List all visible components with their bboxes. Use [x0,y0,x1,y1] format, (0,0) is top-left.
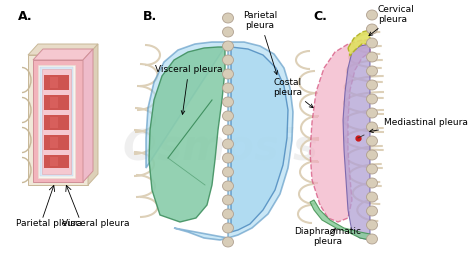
Text: Visceral pleura: Visceral pleura [155,65,222,114]
Polygon shape [50,77,58,88]
Text: Costal
pleura: Costal pleura [273,78,313,108]
Ellipse shape [366,206,377,216]
Polygon shape [44,95,69,110]
Ellipse shape [366,80,377,90]
Polygon shape [38,65,75,178]
Ellipse shape [366,136,377,146]
Polygon shape [44,155,69,168]
Ellipse shape [366,150,377,160]
Ellipse shape [222,55,234,65]
Ellipse shape [222,27,234,37]
Polygon shape [146,42,293,240]
Ellipse shape [366,108,377,118]
Ellipse shape [222,83,234,93]
Ellipse shape [366,94,377,104]
Polygon shape [28,44,98,55]
Ellipse shape [366,164,377,174]
Text: Visceral pleura: Visceral pleura [62,219,129,228]
Ellipse shape [366,192,377,202]
Text: Parietal pleura: Parietal pleura [16,219,82,228]
Ellipse shape [222,209,234,219]
Polygon shape [44,115,69,130]
Ellipse shape [222,111,234,121]
Ellipse shape [222,13,234,23]
Polygon shape [50,117,58,128]
Polygon shape [28,55,88,185]
Polygon shape [50,137,58,148]
Ellipse shape [222,237,234,247]
Text: Mediastinal pleura: Mediastinal pleura [370,118,468,133]
Polygon shape [83,49,93,182]
Ellipse shape [366,52,377,62]
Polygon shape [310,40,370,222]
Ellipse shape [222,69,234,79]
Text: Diaphragmatic
pleura: Diaphragmatic pleura [294,227,362,246]
Polygon shape [310,200,370,240]
Ellipse shape [366,10,377,20]
Text: Cervical
pleura: Cervical pleura [369,5,415,36]
Ellipse shape [366,178,377,188]
Ellipse shape [222,125,234,135]
Ellipse shape [366,66,377,76]
Polygon shape [40,67,73,176]
Ellipse shape [222,153,234,163]
Polygon shape [44,135,69,150]
Ellipse shape [222,97,234,107]
Text: A.: A. [18,10,33,23]
Ellipse shape [366,24,377,34]
Polygon shape [33,60,83,182]
Ellipse shape [222,195,234,205]
Polygon shape [149,47,225,222]
Ellipse shape [222,41,234,51]
Ellipse shape [222,223,234,233]
Ellipse shape [366,122,377,132]
Polygon shape [42,69,71,174]
Polygon shape [33,49,93,60]
Ellipse shape [366,234,377,244]
Text: Osmosis: Osmosis [122,127,318,169]
Text: C.: C. [313,10,327,23]
Ellipse shape [222,181,234,191]
Ellipse shape [366,38,377,48]
Polygon shape [88,44,98,185]
Polygon shape [348,30,370,56]
Text: Parietal
pleura: Parietal pleura [243,11,278,74]
Polygon shape [231,47,288,232]
Text: B.: B. [143,10,157,23]
Ellipse shape [222,167,234,177]
Ellipse shape [366,220,377,230]
Polygon shape [50,97,58,108]
Polygon shape [50,157,58,166]
Polygon shape [343,44,370,240]
Ellipse shape [222,139,234,149]
Polygon shape [44,75,69,90]
